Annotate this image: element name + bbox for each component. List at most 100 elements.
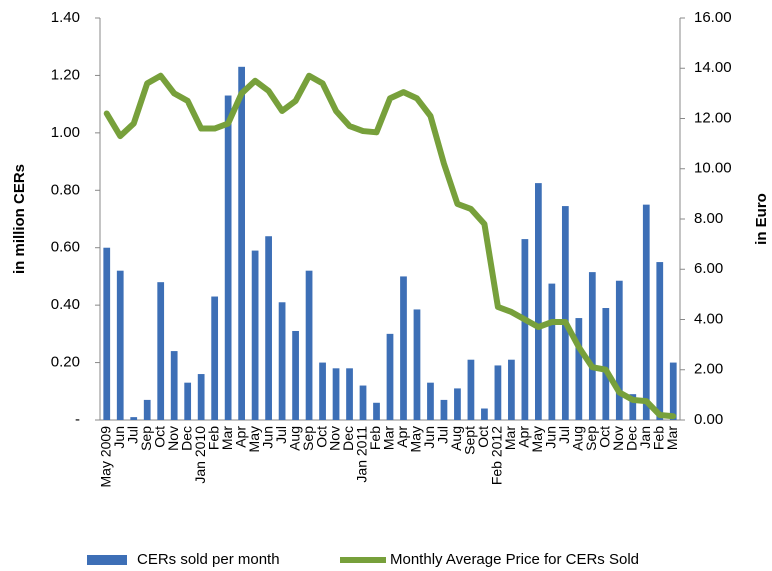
bar [400,276,407,420]
bar [251,250,259,420]
y-tick-label: 1.00 [51,124,80,141]
x-tick-label: Sep [138,426,154,451]
legend-swatch [87,555,127,565]
x-tick-label: Jul [435,426,451,444]
bar [588,272,596,420]
x-tick-label: Mar [381,426,397,450]
x-tick-label: May [529,426,545,452]
bar [197,374,205,420]
bar [238,66,245,421]
x-tick-label: Jul [124,426,140,444]
bar [386,333,394,420]
y2-tick-label: 0.00 [694,411,723,428]
y-tick-label: 1.20 [51,66,80,83]
x-tick-label: Feb [650,426,666,450]
bar [427,382,434,420]
bar [346,368,353,420]
x-tick-label: Oct [597,426,613,448]
x-tick-label: Apr [232,426,248,448]
bar [184,382,192,420]
x-tick-label: Oct [475,426,491,448]
y2-tick-label: 2.00 [694,361,723,378]
bar [292,330,299,420]
bar [278,302,286,420]
x-tick-label: Jul [556,426,572,444]
x-tick-label: Jun [259,426,275,449]
y2-tick-label: 10.00 [694,160,732,177]
x-tick-label: Sept [462,426,478,455]
bar [535,183,542,420]
bar [656,262,664,420]
x-tick-label: Feb [367,426,383,450]
y-tick-label: 0.20 [51,354,80,371]
x-tick-label: Jun [111,426,127,449]
y2-tick-label: 16.00 [694,9,732,26]
x-tick-label: Mar [219,426,235,450]
x-tick-label: Jan 2011 [354,426,370,483]
y2-axis-title: in Euro [753,193,770,245]
y-tick-label: 0.60 [51,239,80,256]
bar [332,368,340,420]
bar [548,283,556,420]
x-tick-label: Feb 2012 [489,426,505,485]
bar [143,399,151,420]
y-tick-label: 1.40 [51,9,80,26]
legend-label: CERs sold per month [137,551,280,568]
bar [170,351,178,420]
x-tick-label: Sep [300,426,316,451]
bar [103,247,111,420]
bar [494,365,502,420]
x-tick-label: Feb [205,426,221,450]
y2-tick-label: 14.00 [694,59,732,76]
x-tick-label: Nov [327,426,343,451]
x-tick-label: May 2009 [97,426,113,488]
x-tick-label: Jan 2010 [192,426,208,484]
bar [440,399,448,420]
bar [561,206,569,420]
x-tick-label: Jul [273,426,289,444]
x-tick-label: Mar [502,426,518,450]
bar [359,385,367,420]
bar [265,236,272,420]
x-tick-label: May [246,426,262,452]
bar [319,362,326,420]
y2-tick-label: 8.00 [694,210,723,227]
bar [642,204,650,420]
x-tick-label: Jan [637,426,653,449]
x-tick-label: Aug [448,426,464,451]
bar [116,270,124,420]
bar [669,362,677,420]
y-tick-label: - [75,411,80,428]
bar [467,359,475,420]
bar [157,282,165,420]
bar [615,280,623,420]
bar [521,239,529,420]
x-tick-label: Dec [623,426,639,451]
x-tick-label: Aug [570,426,586,451]
x-tick-label: Nov [165,426,181,451]
bar [224,95,232,421]
x-tick-label: Oct [313,426,329,448]
x-tick-label: Apr [394,426,410,448]
x-tick-label: Aug [286,426,302,451]
x-tick-label: Jun [543,426,559,449]
y2-tick-label: 12.00 [694,109,732,126]
x-tick-label: Jun [421,426,437,449]
y-axis-title: in million CERs [11,164,28,274]
y-tick-label: 0.80 [51,181,80,198]
y2-tick-label: 6.00 [694,260,723,277]
x-tick-label: Oct [151,426,167,448]
x-tick-label: Mar [664,426,680,450]
x-tick-label: Sep [583,426,599,451]
bar [413,309,421,420]
bar [629,394,637,420]
x-tick-label: Dec [178,426,194,451]
legend-label: Monthly Average Price for CERs Sold [390,551,639,568]
bar [305,270,313,420]
bar [602,308,610,420]
y2-tick-label: 4.00 [694,310,723,327]
bar [373,402,380,420]
bar [130,417,138,420]
bar [508,359,515,420]
